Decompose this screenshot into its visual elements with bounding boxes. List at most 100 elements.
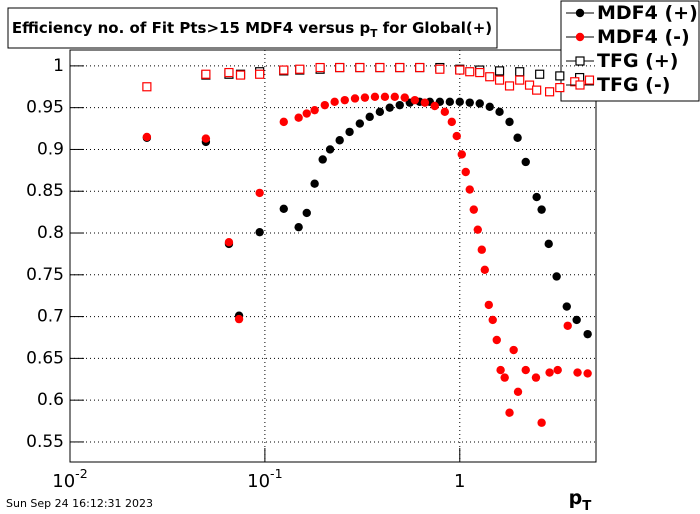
point [235, 70, 246, 80]
point [553, 365, 562, 375]
point [505, 117, 514, 127]
point [325, 145, 335, 154]
x-tick-label: 10-2 [52, 466, 87, 492]
y-tick-label: 0.95 [26, 98, 64, 118]
point [142, 82, 152, 92]
point [345, 127, 354, 137]
point [583, 329, 592, 339]
point [465, 67, 475, 77]
point [584, 75, 595, 85]
point [295, 64, 305, 74]
point [515, 67, 525, 77]
point [457, 150, 466, 159]
y-tick-label: 0.7 [37, 307, 64, 327]
point [544, 239, 553, 249]
point [524, 80, 535, 90]
point [310, 179, 319, 188]
point [201, 69, 211, 79]
point [279, 204, 288, 213]
point [473, 225, 482, 234]
point [302, 109, 311, 118]
point [350, 94, 360, 103]
x-tick-label: 1 [454, 471, 465, 492]
point [573, 368, 582, 377]
point [455, 65, 465, 75]
point [509, 345, 518, 355]
point [469, 205, 478, 214]
legend-label: MDF4 (-) [597, 26, 690, 48]
point [465, 185, 474, 194]
point [224, 238, 234, 247]
point [455, 97, 464, 107]
point [294, 113, 303, 122]
point [142, 132, 152, 142]
point [485, 102, 494, 112]
point [224, 67, 234, 78]
y-tick-label: 0.55 [26, 432, 64, 452]
plot-frame [69, 49, 597, 463]
point [375, 107, 385, 117]
y-tick-label: 1 [53, 56, 64, 76]
point [480, 265, 490, 274]
point [494, 66, 505, 76]
point [440, 107, 450, 117]
point [255, 227, 264, 237]
point [492, 335, 501, 345]
point [532, 85, 542, 95]
point [430, 101, 439, 111]
point [385, 103, 394, 112]
point [370, 92, 380, 101]
point [255, 188, 264, 198]
point [355, 62, 365, 73]
point [201, 134, 211, 143]
point [475, 99, 484, 108]
point [562, 302, 571, 311]
point [279, 117, 288, 127]
point [360, 93, 370, 102]
legend-label: TFG (-) [597, 74, 670, 96]
point [375, 62, 385, 73]
legend-marker [575, 56, 585, 66]
point [505, 408, 514, 417]
point [410, 95, 420, 105]
point [302, 208, 311, 218]
point [477, 245, 486, 254]
legend-label: TFG (+) [597, 50, 678, 72]
legend-marker [575, 80, 585, 90]
x-tick-label: 10-1 [247, 466, 282, 492]
point [537, 205, 546, 214]
point [465, 98, 474, 107]
point [335, 136, 344, 145]
point [340, 95, 349, 105]
legend-label: MDF4 (+) [597, 2, 698, 24]
point [294, 222, 303, 232]
point [452, 131, 461, 141]
point [521, 157, 530, 167]
point [555, 83, 565, 93]
point [552, 272, 561, 281]
point [355, 119, 365, 128]
legend-marker [575, 8, 585, 18]
point [495, 107, 504, 117]
y-tick-label: 0.85 [26, 181, 64, 201]
point [315, 62, 325, 73]
point [513, 133, 522, 142]
point [545, 368, 554, 377]
chart-title: Efficiency no. of Fit Pts>15 MDF4 versus… [12, 19, 492, 41]
x-axis-label: pT [569, 487, 592, 514]
point [484, 300, 493, 310]
point [318, 155, 327, 164]
point [380, 92, 390, 101]
point [521, 365, 530, 375]
point [531, 373, 541, 382]
point [532, 192, 541, 202]
point [320, 100, 330, 110]
point [513, 387, 523, 397]
point [461, 167, 470, 177]
legend-marker [575, 32, 585, 42]
title-box [7, 7, 498, 49]
point [330, 97, 339, 107]
y-tick-label: 0.6 [37, 390, 64, 410]
point [545, 87, 555, 97]
